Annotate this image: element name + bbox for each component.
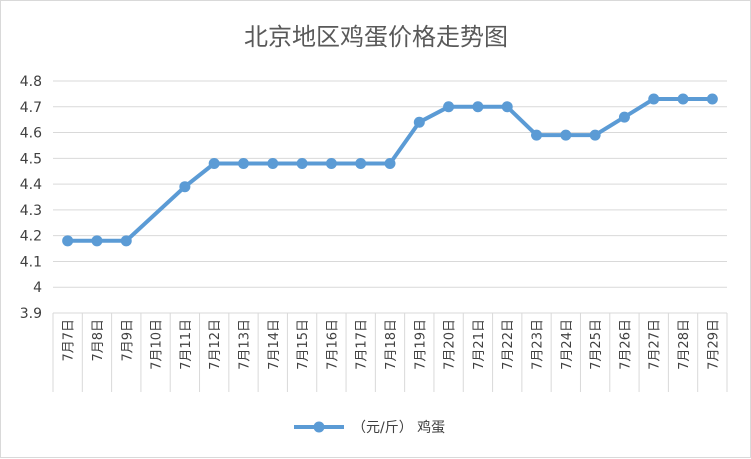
series-line-0 xyxy=(65,97,715,243)
series-line-layer xyxy=(62,93,718,247)
data-point xyxy=(325,157,337,169)
x-tick-label: 7月8日 xyxy=(91,319,106,362)
legend-marker-icon xyxy=(313,421,325,433)
data-point xyxy=(91,235,103,247)
x-tick-label: 7月27日 xyxy=(648,319,663,370)
x-tick-label: 7月16日 xyxy=(325,319,340,370)
x-tick-label: 7月15日 xyxy=(296,319,311,370)
x-tick-label: 7月10日 xyxy=(150,319,165,370)
x-tick-label: 7月26日 xyxy=(618,319,633,370)
x-axis-ticks: 7月7日 7月8日 7月9日 7月10日 7月11日 7月12日 7月13日 7月14日 7月1… xyxy=(62,319,722,370)
y-tick-label: 4.7 xyxy=(20,100,42,116)
x-tick-label: 7月7日 xyxy=(62,319,77,362)
data-point xyxy=(531,129,543,141)
y-tick-label: 4.4 xyxy=(20,177,42,193)
y-tick-label: 4.2 xyxy=(20,229,42,245)
data-point xyxy=(589,129,601,141)
data-point xyxy=(618,111,630,123)
data-point xyxy=(413,116,425,128)
data-point xyxy=(443,101,455,113)
x-tick-label: 7月20日 xyxy=(443,319,458,370)
x-tick-label: 7月18日 xyxy=(384,319,399,370)
data-point xyxy=(677,93,689,105)
data-point xyxy=(355,157,367,169)
y-tick-label: 4.8 xyxy=(20,74,42,90)
x-tick-label: 7月22日 xyxy=(501,319,516,370)
data-point xyxy=(179,181,191,193)
y-tick-label: 4.5 xyxy=(20,151,42,167)
data-point xyxy=(384,157,396,169)
y-tick-label: 4 xyxy=(33,280,42,296)
legend: （元/斤） 鸡蛋 xyxy=(294,419,445,436)
y-tick-label: 4.6 xyxy=(20,126,42,142)
x-tick-label: 7月28日 xyxy=(677,319,692,370)
x-tick-label: 7月19日 xyxy=(413,319,428,370)
data-point xyxy=(296,157,308,169)
x-tick-label: 7月17日 xyxy=(355,319,370,370)
data-point xyxy=(501,101,513,113)
data-point xyxy=(706,93,718,105)
x-tick-label: 7月11日 xyxy=(179,319,194,370)
data-point xyxy=(237,157,249,169)
chart-title: 北京地区鸡蛋价格走势图 xyxy=(244,23,508,51)
data-point xyxy=(560,129,572,141)
data-point xyxy=(62,235,74,247)
data-point xyxy=(120,235,132,247)
y-axis-ticks: 3.9 4 4.1 4.2 4.3 4.4 4.5 4.6 4.7 4.8 xyxy=(20,74,42,322)
legend-label: （元/斤） 鸡蛋 xyxy=(352,419,445,436)
x-tick-label: 7月29日 xyxy=(706,319,721,370)
x-tick-label: 7月25日 xyxy=(589,319,604,370)
data-point xyxy=(472,101,484,113)
x-tick-label: 7月13日 xyxy=(237,319,252,370)
x-tick-label: 7月14日 xyxy=(267,319,282,370)
x-tick-label: 7月9日 xyxy=(120,319,135,362)
x-tick-label: 7月21日 xyxy=(472,319,487,370)
x-tick-label: 7月23日 xyxy=(531,319,546,370)
data-point xyxy=(648,93,660,105)
y-tick-label: 3.9 xyxy=(20,306,42,322)
y-tick-label: 4.3 xyxy=(20,203,42,219)
x-tick-label: 7月24日 xyxy=(560,319,575,370)
gridlines xyxy=(52,80,728,392)
data-point xyxy=(208,157,220,169)
y-tick-label: 4.1 xyxy=(20,254,42,270)
data-point xyxy=(267,157,279,169)
x-tick-label: 7月12日 xyxy=(208,319,223,370)
